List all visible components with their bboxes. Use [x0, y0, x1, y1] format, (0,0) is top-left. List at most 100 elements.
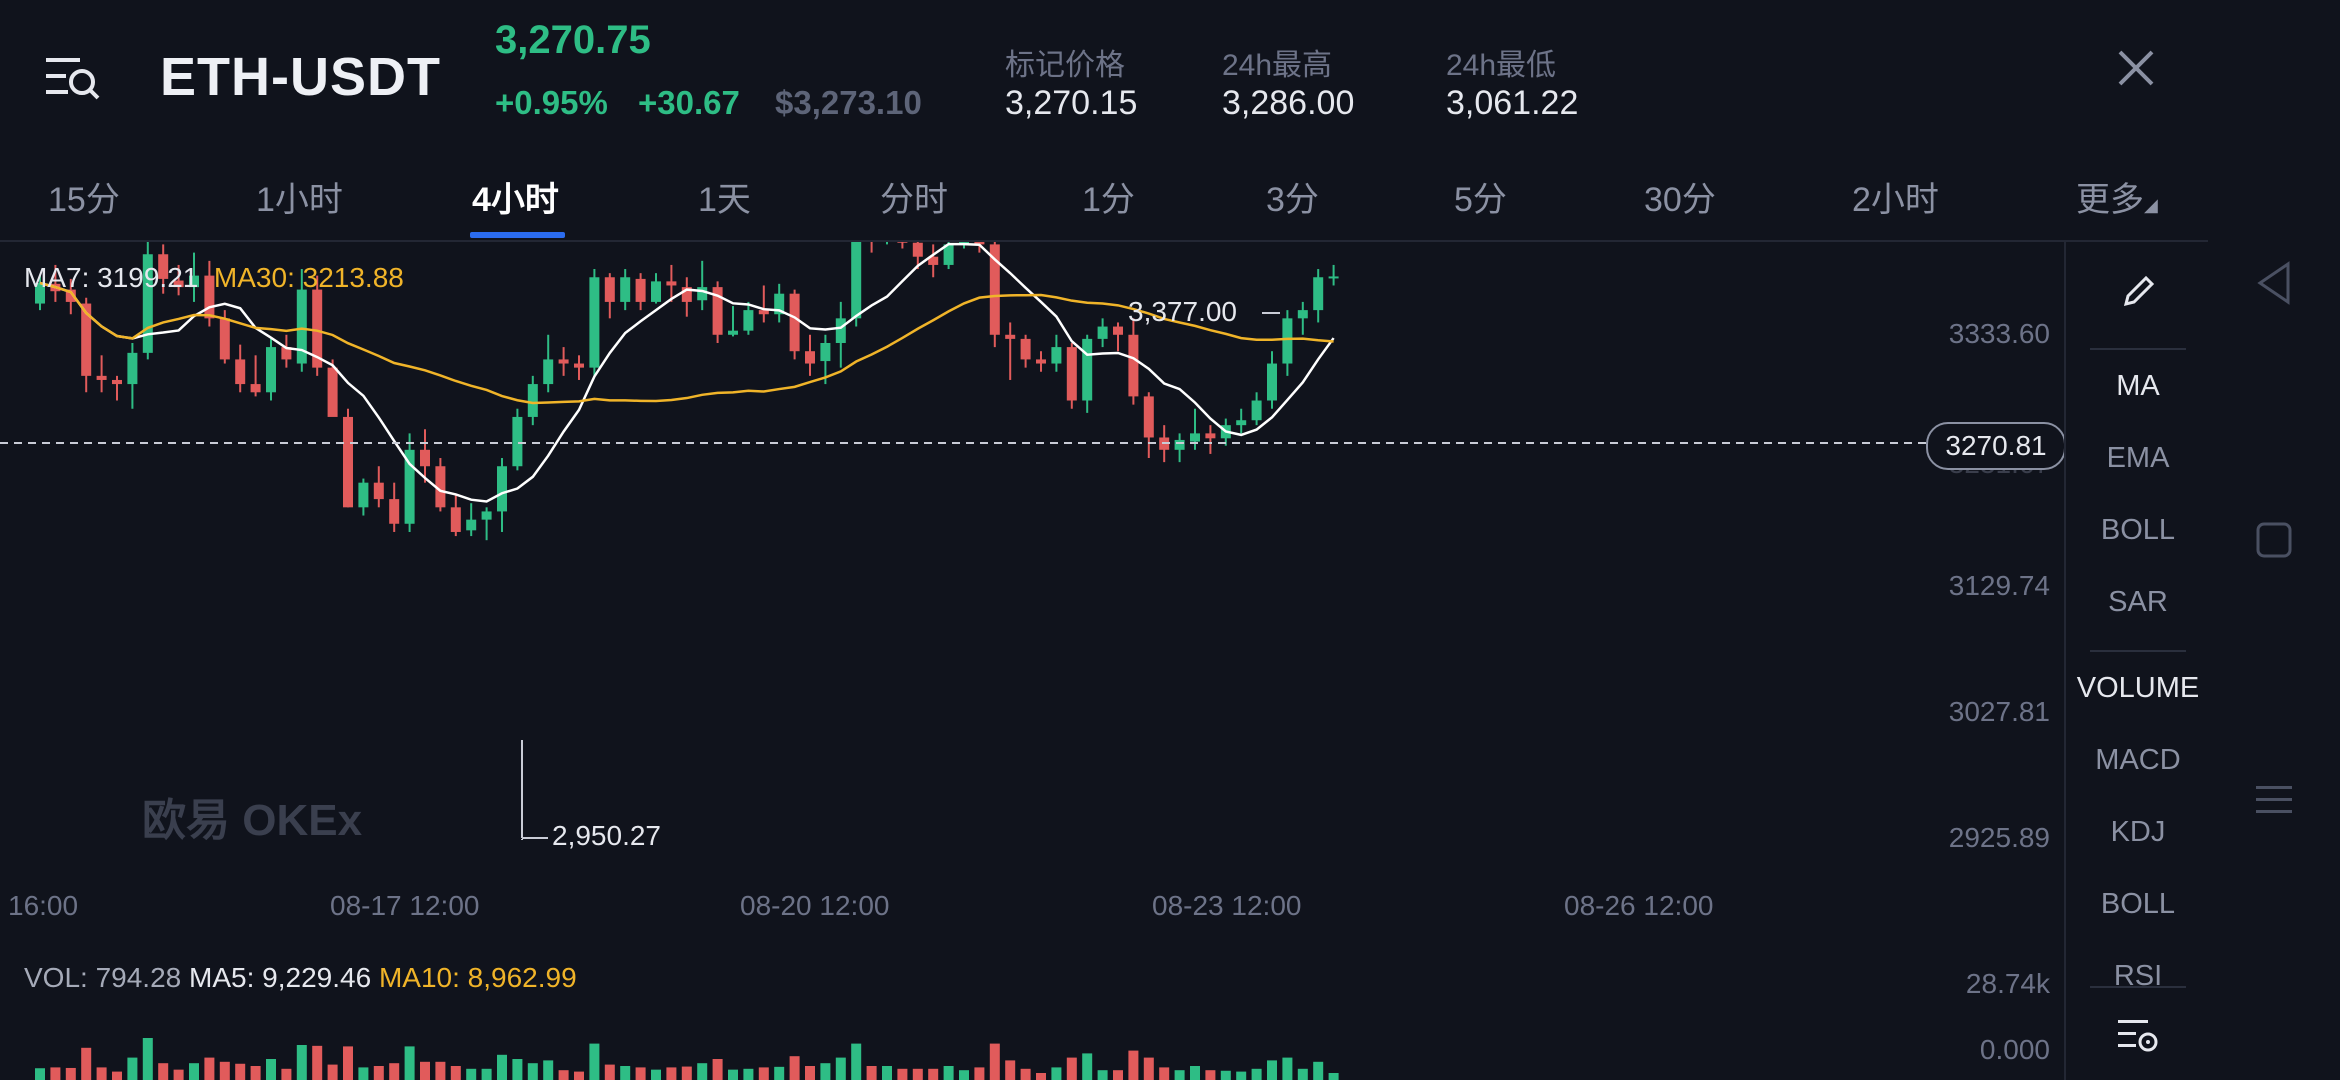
- volume-bar: [897, 1068, 908, 1080]
- volume-bar: [466, 1068, 477, 1080]
- volume-bar: [512, 1059, 523, 1080]
- low-24h-value: 3,061.22: [1446, 84, 1579, 122]
- indicator-sar[interactable]: SAR: [2108, 586, 2168, 618]
- price-chart[interactable]: [0, 242, 2064, 1080]
- indicator-macd[interactable]: MACD: [2095, 744, 2181, 776]
- candle-body: [666, 281, 677, 286]
- volume-axis-bottom: 0.000: [1979, 1034, 2050, 1065]
- volume-legend: VOL: 794.28 MA5: 9,229.46 MA10: 8,962.99: [24, 962, 577, 994]
- volume-axis-top: 28.74k: [1965, 968, 2050, 999]
- menu-search-icon[interactable]: [44, 52, 100, 104]
- volume-bar: [712, 1059, 723, 1080]
- candle-body: [404, 449, 415, 524]
- tab-timeline[interactable]: 分时: [880, 181, 948, 219]
- trading-pair-title[interactable]: ETH-USDT: [160, 47, 441, 107]
- volume-bar: [697, 1063, 708, 1080]
- volume-bar: [96, 1067, 107, 1080]
- candle-body: [296, 289, 307, 364]
- candle-body: [604, 277, 615, 302]
- volume-bar: [527, 1063, 538, 1080]
- volume-bar: [1159, 1067, 1170, 1080]
- volume-bar: [805, 1066, 815, 1080]
- tab-more[interactable]: 更多◢: [2076, 172, 2158, 221]
- indicator-volume[interactable]: VOLUME: [2076, 672, 2200, 704]
- back-icon[interactable]: [2252, 258, 2296, 308]
- indicator-rsi[interactable]: RSI: [2113, 960, 2163, 986]
- tab-1m[interactable]: 1分: [1082, 181, 1135, 219]
- candle-body: [173, 280, 184, 288]
- candle-body: [589, 277, 600, 368]
- high-24h-value: 3,286.00: [1222, 84, 1355, 122]
- tab-15m[interactable]: 15分: [48, 181, 120, 219]
- candle-body: [266, 347, 276, 393]
- active-tab-indicator: [470, 232, 565, 238]
- home-icon[interactable]: [2254, 520, 2294, 560]
- volume-bar: [728, 1069, 738, 1080]
- volume-bar: [620, 1066, 631, 1080]
- usd-price: $3,273.10: [775, 84, 922, 121]
- candle-body: [527, 384, 538, 417]
- indicator-divider: [2090, 986, 2186, 988]
- indicator-boll[interactable]: BOLL: [2100, 514, 2176, 546]
- volume-bar: [1220, 1070, 1231, 1080]
- candle-body: [96, 375, 107, 380]
- candle-body: [158, 254, 169, 279]
- candle-body: [1205, 433, 1216, 439]
- volume-bar: [481, 1068, 492, 1080]
- candle-body: [1297, 310, 1308, 319]
- x-tick-label: 08-23 12:00: [1152, 890, 1302, 921]
- tab-1d[interactable]: 1天: [698, 181, 751, 219]
- tab-3m[interactable]: 3分: [1266, 181, 1319, 219]
- tab-4h[interactable]: 4小时: [472, 181, 559, 219]
- volume-bar: [789, 1056, 800, 1080]
- volume-bar: [81, 1047, 92, 1080]
- volume-bar: [651, 1069, 661, 1080]
- mark-price-label: 标记价格: [1005, 49, 1125, 82]
- volume-bar: [112, 1071, 122, 1080]
- volume-bar: [974, 1067, 985, 1080]
- indicator-divider: [2090, 348, 2186, 350]
- volume-bar: [1328, 1073, 1339, 1080]
- candle-body: [897, 242, 908, 243]
- volume-bar: [389, 1063, 400, 1080]
- tab-more-label: 更多: [2076, 181, 2144, 219]
- candle-body: [450, 507, 461, 532]
- x-tick-label: 08-17 12:00: [330, 890, 480, 921]
- tab-30m[interactable]: 30分: [1644, 181, 1716, 219]
- current-price-tag[interactable]: 3270.81: [1926, 422, 2066, 470]
- candle-body: [820, 342, 831, 362]
- volume-bar: [281, 1068, 292, 1080]
- candle-body: [1174, 439, 1185, 450]
- volume-bar: [65, 1067, 76, 1080]
- x-tick-label: 08-26 12:00: [1564, 890, 1714, 921]
- indicator-boll-sub[interactable]: BOLL: [2100, 888, 2176, 920]
- volume-bar: [404, 1046, 415, 1080]
- indicator-settings-icon[interactable]: [2114, 1012, 2162, 1060]
- volume-bar: [1113, 1070, 1123, 1080]
- volume-bar: [666, 1067, 677, 1080]
- recents-icon[interactable]: [2254, 780, 2294, 820]
- candle-body: [189, 275, 199, 288]
- x-tick-label: 08-20 12:00: [740, 890, 890, 921]
- candle-body: [1066, 347, 1077, 401]
- interval-tabs: 15分 1小时 4小时 1天 分时 1分 3分 5分 30分 2小时 更多◢: [0, 160, 2208, 240]
- volume-bar: [1282, 1057, 1293, 1080]
- caret-down-icon: ◢: [2144, 195, 2158, 215]
- candle-body: [1020, 338, 1031, 360]
- candle-body: [204, 275, 215, 319]
- candle-body: [681, 287, 692, 302]
- candle-body: [574, 363, 584, 368]
- candle-body: [712, 287, 723, 335]
- indicator-ema[interactable]: EMA: [2106, 442, 2170, 474]
- close-icon[interactable]: [2116, 48, 2156, 88]
- volume-bar: [50, 1067, 61, 1080]
- indicator-kdj[interactable]: KDJ: [2110, 816, 2166, 848]
- volume-bar: [173, 1069, 184, 1080]
- candle-body: [1251, 400, 1262, 421]
- tab-2h[interactable]: 2小时: [1852, 181, 1939, 219]
- indicator-ma[interactable]: MA: [2116, 370, 2160, 402]
- tab-5m[interactable]: 5分: [1454, 181, 1507, 219]
- pencil-icon[interactable]: [2118, 272, 2158, 312]
- candle-body: [851, 242, 862, 319]
- tab-1h[interactable]: 1小时: [256, 181, 343, 219]
